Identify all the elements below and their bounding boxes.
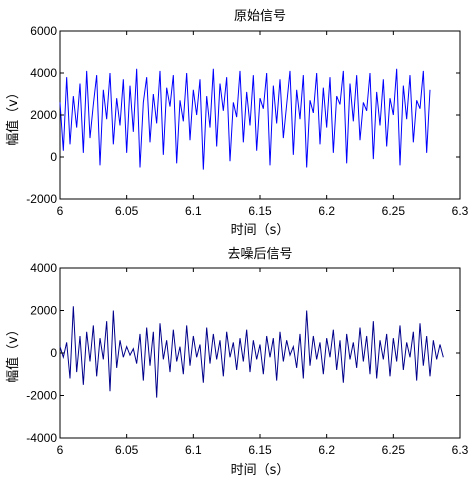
axes-frame <box>59 30 461 200</box>
x-tick-label: 6.3 <box>452 443 469 457</box>
axes-frame <box>59 267 461 439</box>
series-line-0 <box>59 68 431 170</box>
x-tick-label: 6.25 <box>382 204 406 218</box>
y-tick-label: 0 <box>50 150 57 164</box>
x-tick-label: 6.05 <box>115 443 139 457</box>
y-tick-label: 4000 <box>30 261 57 275</box>
x-tick-label: 6.2 <box>318 443 335 457</box>
x-tick-label: 6.3 <box>452 204 469 218</box>
x-axis-label: 时间（s） <box>231 223 290 238</box>
plot-area: 6 6.05 6.1 6.15 6.2 6.25 6.3 -2000 0 2000 4000 6000 <box>26 24 468 218</box>
chart-denoised-signal: 去噪后信号 幅值（v） 时间（s） 6 6.05 6.1 6.15 6.2 6.25 6.3… <box>5 247 469 478</box>
x-tick-label: 6 <box>57 443 64 457</box>
y-tick-label: -4000 <box>26 431 57 445</box>
y-tick-label: 0 <box>50 346 57 360</box>
x-tick-label: 6.25 <box>382 443 406 457</box>
x-tick-label: 6.1 <box>185 443 202 457</box>
y-tick-label: -2000 <box>26 192 57 206</box>
x-tick-label: 6.15 <box>248 204 272 218</box>
x-tick-label: 6.15 <box>248 443 272 457</box>
x-tick-label: 6.05 <box>115 204 139 218</box>
y-tick-label: 2000 <box>30 108 57 122</box>
y-tick-label: 4000 <box>30 66 57 80</box>
y-tick-label: 6000 <box>30 24 57 38</box>
chart-title: 原始信号 <box>234 9 286 24</box>
y-tick-label: 2000 <box>30 304 57 318</box>
y-axis-label: 幅值（v） <box>5 86 21 146</box>
y-tick-label: -2000 <box>26 389 57 403</box>
plot-area: 6 6.05 6.1 6.15 6.2 6.25 6.3 -4000 -2000 0 2000 400… <box>26 261 468 457</box>
y-axis-label: 幅值（v） <box>5 323 21 383</box>
chart-title: 去噪后信号 <box>227 247 292 262</box>
x-tick-label: 6.2 <box>318 204 335 218</box>
x-tick-label: 6.1 <box>185 204 202 218</box>
x-tick-label: 6 <box>57 204 64 218</box>
chart-original-signal: 原始信号 幅值（v） 时间（s） 6 6.05 6.1 6.15 6.2 6.25 6.3 -… <box>5 9 469 238</box>
x-axis-label: 时间（s） <box>231 463 290 478</box>
series-line-0 <box>59 306 444 398</box>
